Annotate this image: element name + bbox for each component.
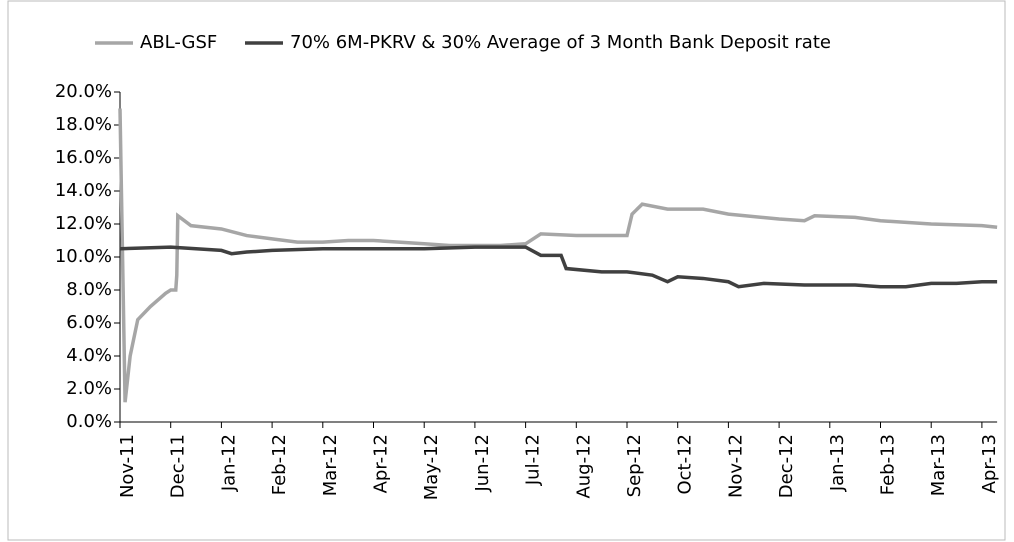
x-tick-label: Feb-12 — [269, 434, 290, 495]
y-tick-label: 20.0% — [55, 81, 112, 102]
x-tick-label: Feb-13 — [878, 434, 899, 495]
series-line — [119, 245, 998, 289]
x-tick-label: Dec-12 — [776, 434, 797, 498]
x-tick-label: May-12 — [421, 434, 442, 500]
x-tick-label: Dec-11 — [168, 434, 189, 498]
y-tick-label: 14.0% — [55, 180, 112, 201]
y-tick-label: 12.0% — [55, 213, 112, 234]
y-tick-label: 8.0% — [66, 279, 112, 300]
x-tick-label: Jan-12 — [218, 434, 239, 492]
x-tick-label: Jul-12 — [523, 434, 544, 486]
y-tick-label: 0.0% — [66, 411, 112, 432]
series-line — [118, 108, 998, 403]
x-tick-label: Mar-12 — [320, 434, 341, 496]
y-tick-label: 6.0% — [66, 312, 112, 333]
x-tick-label: Apr-12 — [371, 434, 392, 493]
x-tick-label: Mar-13 — [928, 434, 949, 496]
y-tick-label: 4.0% — [66, 345, 112, 366]
y-tick-label: 10.0% — [55, 246, 112, 267]
x-tick-label: Jun-12 — [472, 434, 493, 493]
y-tick-label: 18.0% — [55, 114, 112, 135]
y-tick-label: 16.0% — [55, 147, 112, 168]
x-tick-label: Oct-12 — [675, 434, 696, 495]
x-tick-label: Apr-13 — [979, 434, 1000, 493]
chart-border — [7, 0, 1006, 541]
legend-label: 70% 6M-PKRV & 30% Average of 3 Month Ban… — [290, 32, 831, 53]
y-tick-label: 2.0% — [66, 378, 112, 399]
x-tick-label: Sep-12 — [624, 434, 645, 497]
x-tick-label: Aug-12 — [573, 434, 594, 499]
x-tick-label: Nov-12 — [725, 434, 746, 498]
x-tick-label: Jan-13 — [827, 434, 848, 492]
x-tick-label: Nov-11 — [117, 434, 138, 498]
legend-label: ABL-GSF — [140, 32, 217, 53]
